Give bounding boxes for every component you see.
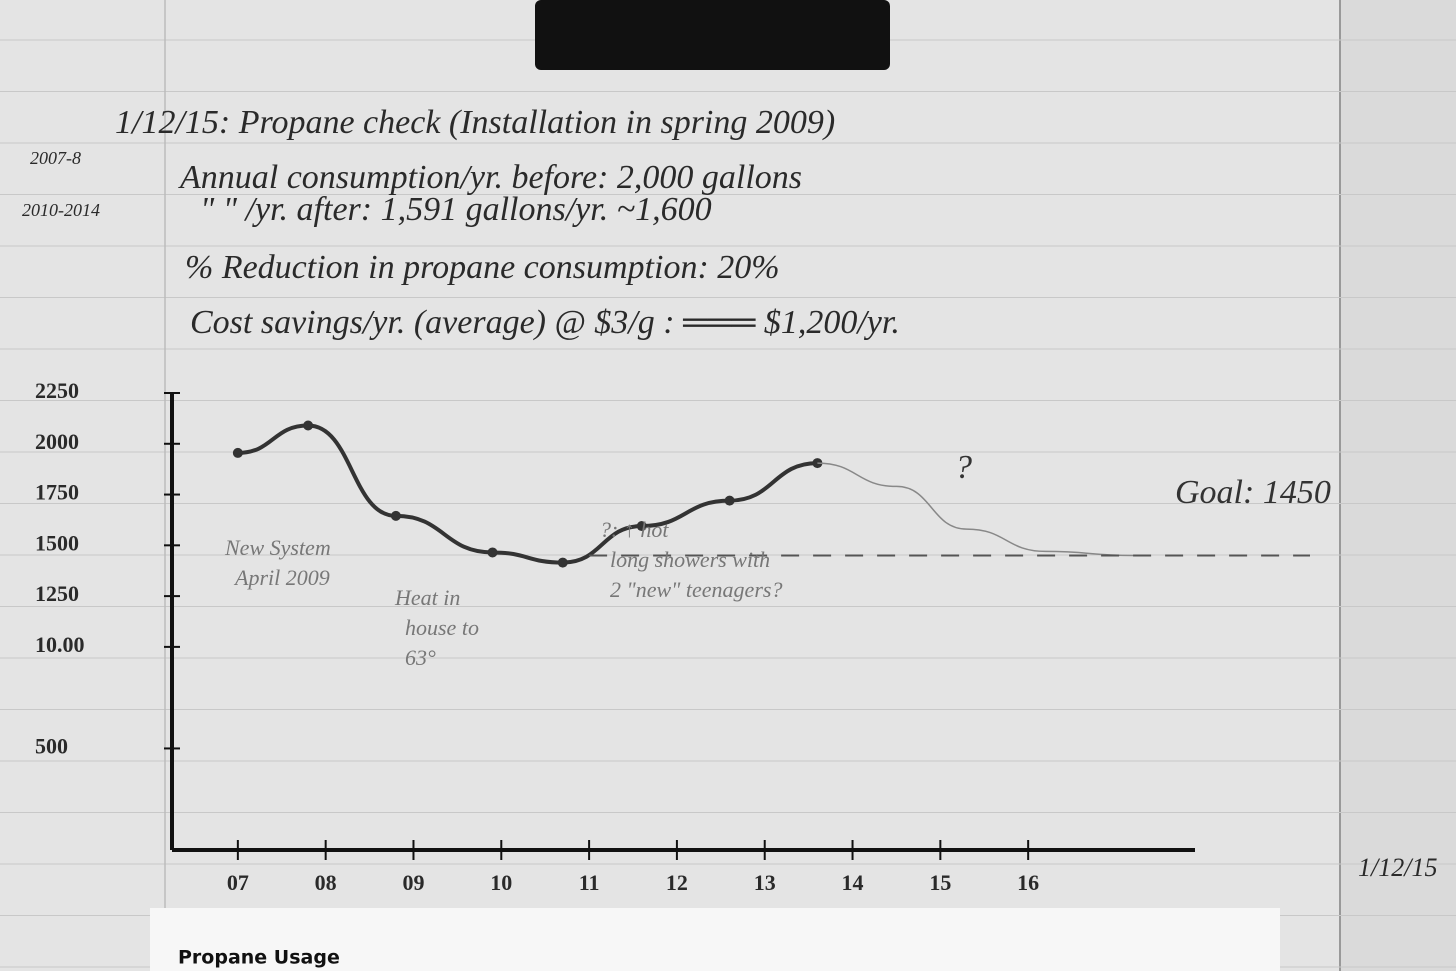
usage-line [237,423,818,565]
annotation-line: Heat in [394,585,460,610]
note-reduction: % Reduction in propane consumption: 20% [185,249,780,286]
x-tick-label: 16 [1017,870,1039,895]
plot: 500 10.00 1250 1500 1750 2000 2250 07 08 09 10 11 12… [35,378,1331,895]
x-tick-label: 08 [315,870,337,895]
y-tick-label: 10.00 [35,632,85,657]
x-tick-label: 10 [490,870,512,895]
x-tick-label: 11 [579,870,600,895]
point [724,495,735,506]
note-before: Annual consumption/yr. before: 2,000 gal… [178,159,802,196]
point [232,447,243,458]
x-tick-label: 07 [227,870,249,895]
annotation-line: April 2009 [233,565,330,590]
point [557,557,568,568]
x-tick-label: 15 [929,870,951,895]
point [636,521,647,532]
note-period: 2007-8 [30,148,81,168]
annotation-line: ?: ↑ hot [600,517,669,542]
annotation: Heat in house to 63° [394,585,479,670]
annotation-line: house to [405,615,479,640]
point [303,420,314,431]
annotation: ? [955,449,972,486]
y-tick-label: 2250 [35,378,79,403]
annotation: New System April 2009 [224,535,331,590]
y-tick-label: 1750 [35,480,79,505]
note-after: " " /yr. after: 1,591 gallons/yr. ~1,600 [200,191,712,228]
note-savings: Cost savings/yr. (average) @ $3/g : ═══ … [190,304,900,341]
label-card [150,908,1280,971]
note-title: 1/12/15: Propane check (Installation in … [115,104,835,141]
card-title: Propane Usage [178,947,340,969]
annotation-line: 2 "new" teenagers? [610,577,782,602]
y-tick-label: 2000 [35,429,79,454]
point [487,547,498,558]
x-tick-label: 13 [754,870,776,895]
point [390,510,401,521]
annotation: ?: ↑ hot long showers with 2 "new" teenage… [600,517,782,602]
x-tick-label: 14 [842,870,864,895]
annotation-line: long showers with [610,547,770,572]
x-tick-label: 12 [666,870,688,895]
next-page [1340,0,1456,971]
binder-clip [535,0,890,70]
y-tick-label: 500 [35,733,68,758]
annotation-line: New System [224,535,331,560]
y-tick-label: 1500 [35,530,79,555]
x-tick-label: 09 [402,870,424,895]
note-period: 2010-2014 [22,200,100,220]
margin-date: 1/12/15 [1358,853,1437,882]
projection-line [817,462,1134,557]
annotation: Goal: 1450 [1175,474,1331,511]
annotation-line: 63° [405,645,436,670]
y-tick-label: 1250 [35,581,79,606]
